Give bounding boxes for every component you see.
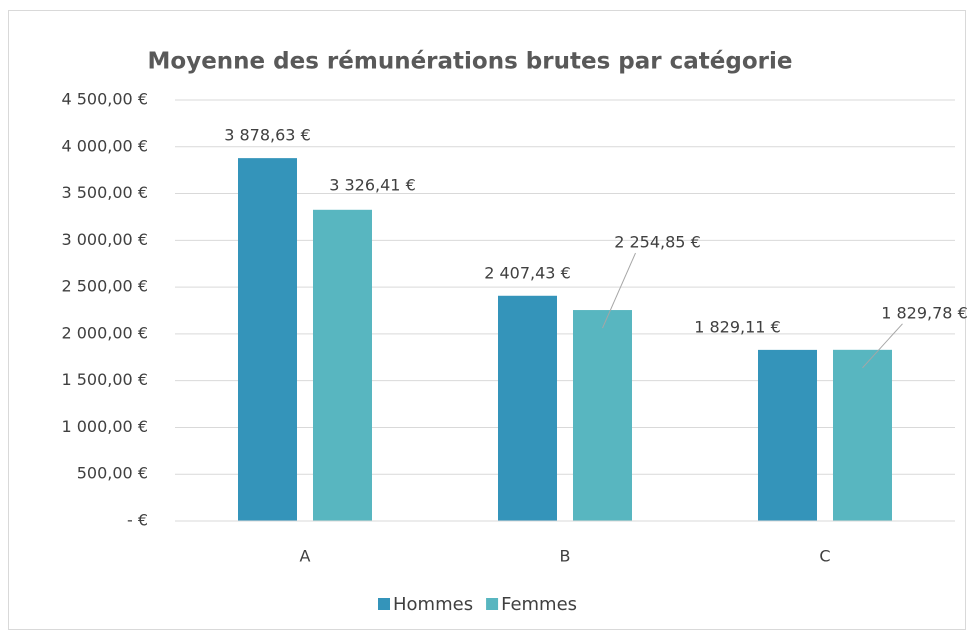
y-tick-label: 1 000,00 € (61, 417, 148, 436)
bar (833, 349, 892, 521)
y-tick-label: 1 500,00 € (61, 370, 148, 389)
y-tick-label: 2 000,00 € (61, 323, 148, 342)
y-tick-label: 3 000,00 € (61, 230, 148, 249)
legend-label: Femmes (501, 594, 577, 615)
chart-title: Moyenne des rémunérations brutes par cat… (148, 49, 793, 75)
y-tick-label: - € (127, 511, 148, 530)
bar (758, 349, 817, 521)
data-label: 3 878,63 € (224, 126, 311, 145)
x-tick-label: B (560, 547, 571, 566)
data-label: 2 407,43 € (484, 263, 571, 282)
legend-swatch (486, 598, 499, 610)
x-tick-label: A (300, 547, 311, 566)
x-tick-label: C (819, 547, 830, 566)
data-label: 2 254,85 € (614, 233, 701, 252)
data-label: 3 326,41 € (329, 175, 416, 194)
y-tick-label: 500,00 € (77, 464, 148, 483)
y-tick-label: 4 500,00 € (61, 90, 148, 109)
legend-label: Hommes (393, 594, 473, 615)
y-tick-label: 3 500,00 € (61, 183, 148, 202)
data-label: 1 829,78 € (881, 303, 968, 322)
bar (238, 158, 297, 521)
bar (313, 209, 372, 521)
bar (573, 310, 632, 521)
bar (498, 295, 557, 521)
data-label: 1 829,11 € (694, 317, 781, 336)
leader-line (862, 323, 903, 369)
leader-line (602, 252, 636, 329)
chart-frame (8, 10, 966, 630)
legend-swatch (378, 598, 390, 610)
y-tick-label: 2 500,00 € (61, 277, 148, 296)
y-tick-label: 4 000,00 € (61, 136, 148, 155)
